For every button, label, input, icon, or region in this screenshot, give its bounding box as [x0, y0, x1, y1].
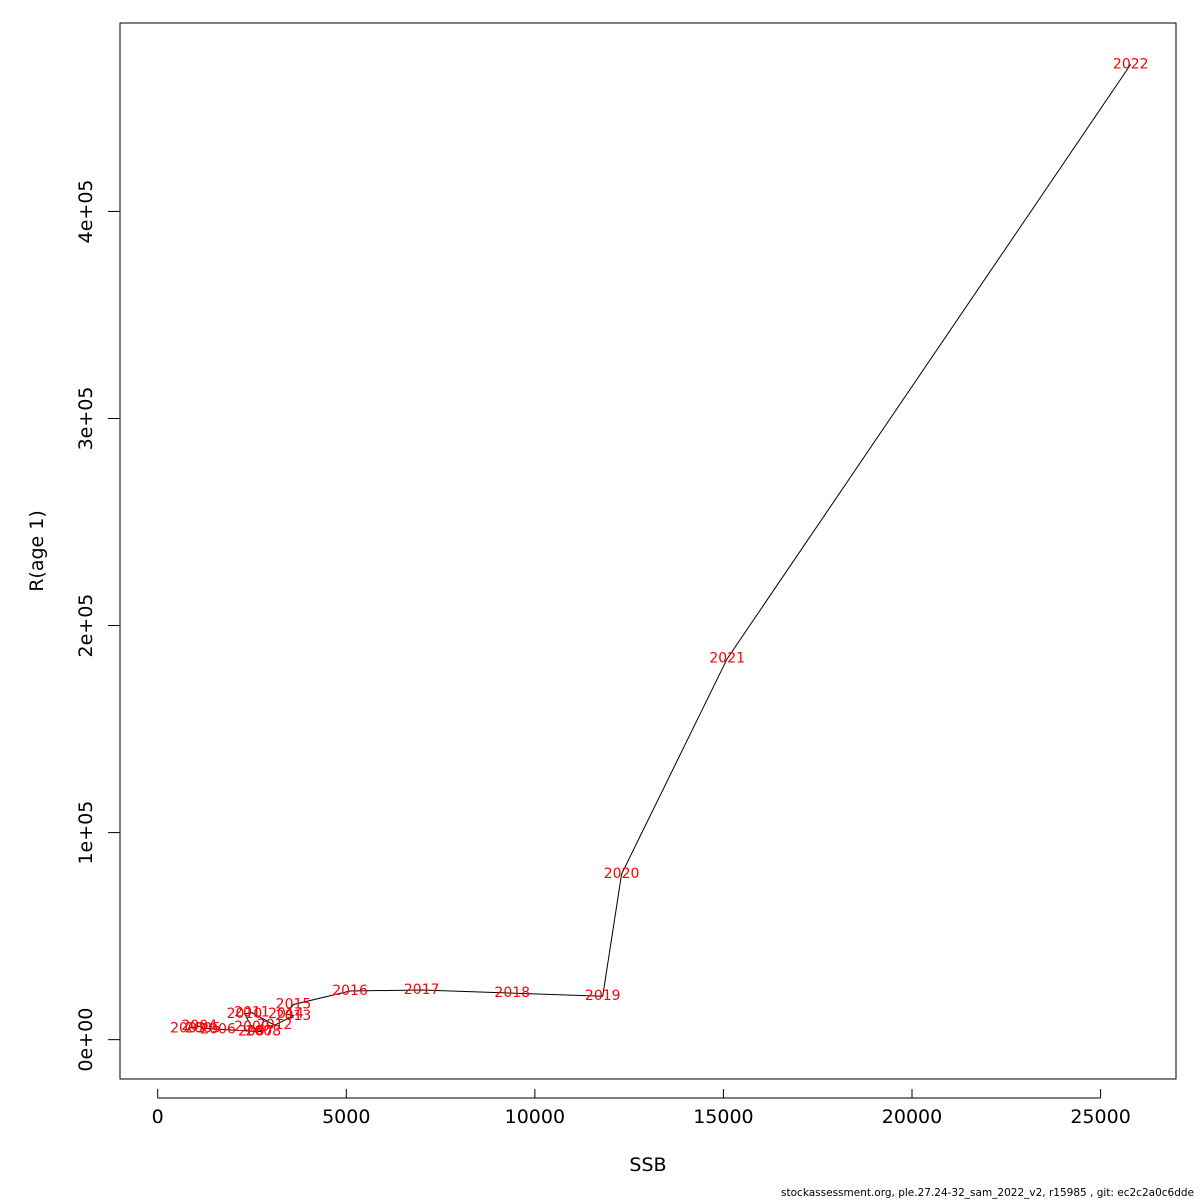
- ssb-recruitment-line: [187, 64, 1132, 1032]
- x-tick-label: 5000: [322, 1106, 370, 1128]
- year-label-2019: 2019: [585, 988, 621, 1004]
- year-label-2008: 2008: [245, 1023, 281, 1039]
- y-tick-label: 4e+05: [75, 179, 97, 243]
- year-label-2007: 2007: [238, 1023, 274, 1039]
- plot-frame: [119, 22, 1177, 1080]
- year-label-2006: 2006: [200, 1021, 236, 1037]
- year-label-2012: 2012: [257, 1017, 293, 1033]
- year-label-2022: 2022: [1113, 56, 1149, 72]
- year-label-2009: 2009: [234, 1019, 270, 1035]
- y-tick-label: 2e+05: [75, 594, 97, 658]
- x-tick-label: 15000: [693, 1106, 753, 1128]
- y-tick-label: 3e+05: [75, 387, 97, 451]
- year-label-2011: 2011: [234, 1005, 270, 1021]
- footer-credit: stockassessment.org, ple.27.24-32_sam_20…: [781, 1187, 1194, 1199]
- y-tick-label: 0e+00: [75, 1008, 97, 1072]
- year-label-2021: 2021: [709, 651, 745, 667]
- year-label-2005: 2005: [185, 1020, 221, 1036]
- year-label-2018: 2018: [494, 985, 530, 1001]
- y-tick-label: 1e+05: [75, 801, 97, 865]
- x-axis-title: SSB: [629, 1154, 666, 1176]
- year-label-2017: 2017: [404, 982, 440, 998]
- year-label-2004: 2004: [181, 1018, 217, 1034]
- year-label-2015: 2015: [276, 996, 312, 1012]
- year-label-2020: 2020: [604, 866, 640, 882]
- year-label-2003: 2003: [170, 1020, 206, 1036]
- year-label-2014: 2014: [268, 1006, 304, 1022]
- x-tick-label: 20000: [882, 1106, 942, 1128]
- x-tick-label: 25000: [1070, 1106, 1130, 1128]
- y-axis: 0e+00 1e+05 2e+05 3e+05 4e+05: [75, 179, 121, 1072]
- y-axis-title: R(age 1): [26, 510, 48, 592]
- year-label-2010: 2010: [227, 1006, 263, 1022]
- x-tick-label: 10000: [505, 1106, 565, 1128]
- x-tick-label: 0: [152, 1106, 164, 1128]
- x-axis: 0 5000 10000 15000 20000 25000: [152, 1089, 1131, 1128]
- year-label-2013: 2013: [276, 1008, 312, 1024]
- year-label-2016: 2016: [332, 983, 368, 999]
